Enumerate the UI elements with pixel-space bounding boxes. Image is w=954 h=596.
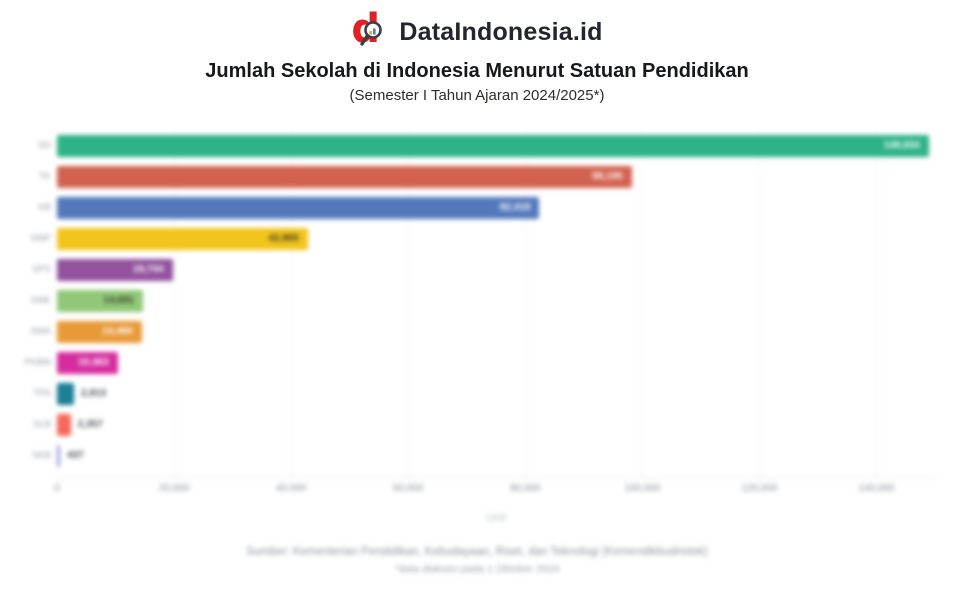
category-label-slb: SLB — [33, 419, 51, 430]
value-label-smp: 42,865 — [268, 233, 299, 244]
chart-subtitle: (Semester I Tahun Ajaran 2024/2025*) — [349, 87, 605, 104]
magnifier-icon — [360, 21, 383, 46]
plot-area — [57, 128, 935, 478]
bar-row-skb: SKB 437 — [32, 445, 935, 467]
category-label-skb: SKB — [31, 450, 51, 461]
bar-smk — [57, 290, 143, 312]
dataindonesia-logo-icon: d — [351, 6, 389, 52]
bar-row-sma: SMA 14,466 — [30, 321, 935, 343]
source-text: Sumber: Kementerian Pendidikan, Kebudaya… — [246, 546, 708, 558]
x-tick-100000: 100,000 — [624, 483, 661, 494]
x-tick-140000: 140,000 — [858, 483, 895, 494]
x-axis-line — [57, 477, 935, 478]
gridline — [525, 128, 527, 478]
bar-row-smp: SMP 42,865 — [30, 228, 935, 250]
gridline — [291, 128, 293, 478]
bar-row-pkbm: PKBM 10,363 — [24, 352, 935, 374]
x-tick-40000: 40,000 — [275, 483, 307, 494]
bar-row-tpa: TPA 2,913 — [33, 383, 935, 405]
bar-slb — [57, 414, 71, 436]
brand-row: d DataIndonesia.id — [0, 6, 954, 54]
bar-kb — [57, 197, 540, 219]
chart-title: Jumlah Sekolah di Indonesia Menurut Satu… — [205, 60, 749, 82]
value-label-skb: 437 — [67, 450, 84, 461]
category-label-sd: SD — [37, 140, 51, 151]
bar-row-slb: SLB 2,357 — [33, 414, 935, 436]
bar-sma — [57, 321, 142, 343]
bar-row-sd: SD 148,934 — [38, 135, 935, 157]
gridline — [408, 128, 410, 478]
value-label-sd: 148,934 — [883, 140, 920, 151]
category-label-sps: SPS — [31, 264, 51, 275]
bar-chart: SD 148,934 TK 98,190 KB 82,418 SMP 42,865 SPS 19,… — [0, 128, 954, 528]
gridline — [876, 128, 878, 478]
bar-row-kb: KB 82,418 — [38, 197, 935, 219]
bar-smp — [57, 228, 308, 250]
value-label-tk: 98,190 — [592, 171, 623, 182]
bar-tpa — [57, 383, 75, 405]
x-axis-label: Unit — [486, 512, 506, 524]
category-label-smp: SMP — [30, 233, 51, 244]
x-tick-80000: 80,000 — [509, 483, 541, 494]
category-label-smk: SMK — [30, 295, 51, 306]
value-label-smk: 14,691 — [103, 295, 134, 306]
x-axis-ticks: 0 20,000 40,000 60,000 80,000 100,000 120,000 1… — [54, 483, 935, 497]
header: d DataIndonesia.id Jumlah Sekolah di Ind… — [0, 6, 954, 104]
gridline — [642, 128, 644, 478]
gridline — [174, 128, 176, 478]
bar-pkbm — [57, 352, 118, 374]
footer: Sumber: Kementerian Pendidikan, Kebudaya… — [0, 546, 954, 575]
category-label-tpa: TPA — [33, 388, 51, 399]
x-tick-60000: 60,000 — [392, 483, 424, 494]
value-label-sps: 19,744 — [132, 264, 164, 275]
footnote-text: *data diakses pada 1 Oktober 2024 — [394, 563, 560, 575]
value-label-tpa: 2,913 — [81, 388, 107, 399]
gridline — [759, 128, 761, 478]
bar-sps — [57, 259, 173, 281]
value-label-slb: 2,357 — [77, 419, 103, 430]
category-label-pkbm: PKBM — [24, 357, 51, 368]
bar-tk — [57, 166, 632, 188]
bar-row-smk: SMK 14,691 — [30, 290, 935, 312]
value-label-pkbm: 10,363 — [78, 357, 109, 368]
category-label-kb: KB — [38, 202, 51, 213]
x-tick-0: 0 — [54, 483, 60, 494]
bar-row-sps: SPS 19,744 — [32, 259, 935, 281]
category-label-tk: TK — [38, 171, 51, 182]
brand-name: DataIndonesia.id — [399, 17, 603, 46]
category-label-sma: SMA — [30, 326, 51, 337]
bar-sd — [57, 135, 929, 157]
x-tick-20000: 20,000 — [158, 483, 190, 494]
value-label-kb: 82,418 — [499, 202, 531, 213]
value-label-sma: 14,466 — [102, 326, 133, 337]
bar-row-tk: TK 98,190 — [39, 166, 935, 188]
bar-skb — [57, 445, 60, 467]
x-tick-120000: 120,000 — [741, 483, 778, 494]
